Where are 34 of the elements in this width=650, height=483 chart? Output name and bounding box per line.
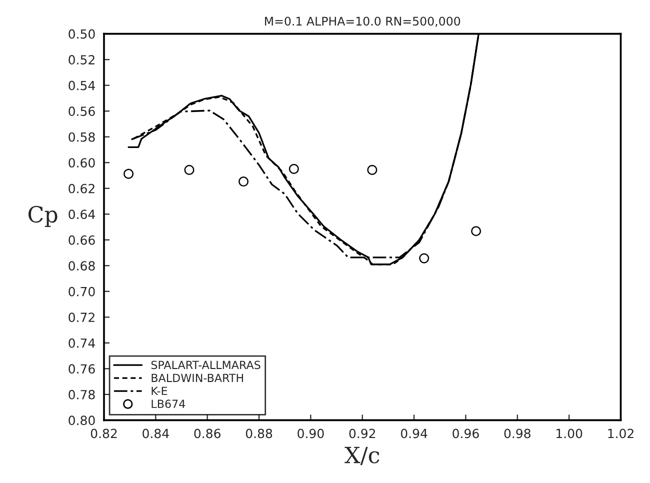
x-tick-label: 0.86 [194,428,220,438]
y-tick-label: 0.56 [68,106,95,116]
x-tick-label: 0.88 [246,428,272,438]
x-tick-label: 0.90 [298,428,324,438]
legend-label: SPALART-ALLMARAS [151,360,260,370]
y-tick-label: 0.80 [68,416,95,426]
y-tick-label: 0.52 [68,55,94,64]
y-tick-label: 0.68 [68,261,95,271]
y-axis-title: Cp [28,206,58,228]
x-tick-label: 1.02 [608,428,634,438]
y-tick-label: 0.74 [68,338,95,348]
x-tick-label: 0.94 [400,428,428,438]
x-tick-label: 0.98 [504,428,530,438]
y-tick-label: 0.62 [68,184,94,194]
x-tick-label: 1.00 [556,428,582,438]
y-tick-label: 0.58 [68,132,95,142]
y-tick-label: 0.66 [68,235,95,245]
chart-title: M=0.1 ALPHA=10.0 RN=500,000 [265,16,460,27]
x-axis-title: X/c [344,446,380,466]
y-tick-label: 0.72 [68,312,94,322]
y-tick-label: 0.50 [68,29,95,39]
y-tick-label: 0.70 [68,286,95,296]
x-tick-label: 0.96 [452,428,479,438]
y-tick-label: 0.54 [68,80,95,90]
x-tick-label: 0.92 [349,428,376,438]
legend-label: LB674 [152,400,186,408]
y-tick-label: 0.78 [68,390,95,400]
legend-label: BALDWIN-BARTH [152,374,244,382]
legend-label: K-E [152,386,168,395]
x-tick-label: 0.82 [90,428,117,438]
y-tick-label: 0.60 [68,158,95,168]
y-tick-label: 0.64 [68,210,95,220]
x-tick-label: 0.84 [142,428,169,438]
y-tick-label: 0.76 [68,364,95,374]
